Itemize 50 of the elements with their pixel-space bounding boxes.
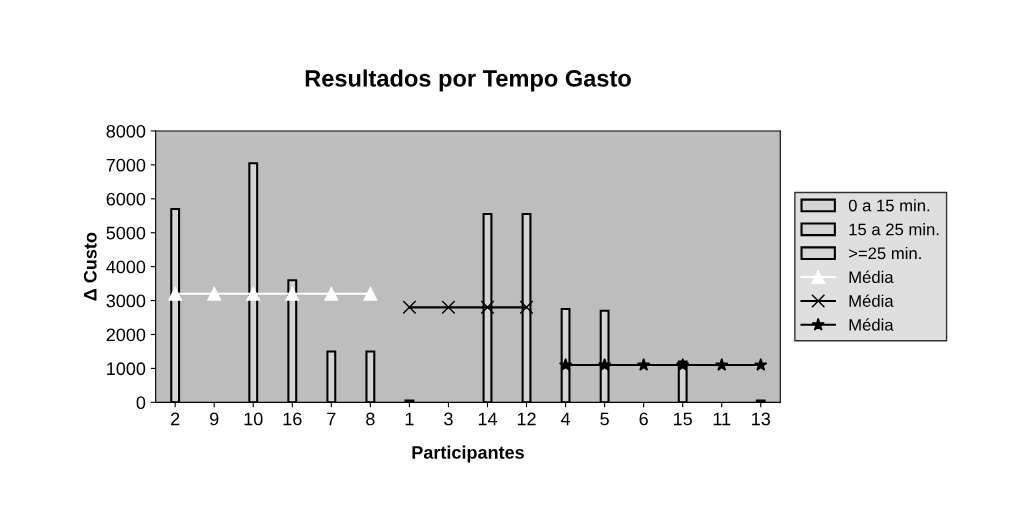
point [676, 358, 690, 371]
point [363, 286, 378, 301]
point [558, 358, 573, 371]
x-tick-label: 11 [713, 412, 731, 426]
x-tick-label: 3 [444, 412, 453, 426]
point [168, 286, 183, 301]
legend-label: Média [849, 294, 894, 307]
x-tick-label: 14 [478, 412, 497, 426]
x-tick-label: 12 [517, 412, 536, 426]
x-tick-label: 1 [405, 412, 414, 426]
y-tick-label: 6000 [106, 192, 146, 206]
x-tick-label: 8 [366, 412, 375, 426]
point [246, 286, 261, 301]
point [480, 300, 495, 315]
y-tick-label: 5000 [106, 226, 146, 240]
y-tick-label: 3000 [106, 294, 146, 308]
point [402, 300, 417, 315]
y-axis-title: Δ Custo [83, 232, 97, 301]
y-tick-label: 4000 [106, 260, 146, 274]
legend-label: Média [849, 318, 894, 331]
point [715, 358, 729, 371]
y-tick-label: 8000 [106, 124, 146, 138]
point [637, 358, 651, 371]
x-tick-label: 4 [560, 412, 571, 426]
x-tick-label: 15 [674, 412, 692, 426]
point [597, 358, 612, 371]
point [441, 300, 456, 315]
point [207, 286, 222, 301]
legend-label: >=25 min. [849, 246, 921, 260]
y-tick-label: 7000 [106, 158, 146, 172]
y-tick-label: 0 [136, 396, 146, 410]
point [285, 286, 300, 301]
y-tick-label: 1000 [107, 362, 146, 376]
legend-label: 15 a 25 min. [849, 223, 939, 236]
point [754, 358, 768, 371]
point [324, 286, 339, 301]
x-tick-label: 9 [210, 412, 219, 426]
chart-title: Resultados por Tempo Gasto [305, 69, 631, 92]
point [519, 300, 534, 315]
x-tick-label: 10 [244, 412, 263, 426]
x-tick-label: 7 [327, 412, 336, 426]
x-tick-label: 6 [639, 412, 648, 426]
legend-label: Média [849, 270, 894, 284]
x-tick-label: 5 [600, 412, 609, 426]
y-tick-label: 2000 [106, 328, 146, 342]
x-tick-label: 16 [283, 412, 302, 426]
x-tick-label: 2 [171, 412, 180, 426]
x-tick-label: 13 [752, 412, 771, 426]
legend-label: 0 a 15 min. [848, 199, 930, 212]
x-axis-title: Participantes [412, 445, 524, 463]
